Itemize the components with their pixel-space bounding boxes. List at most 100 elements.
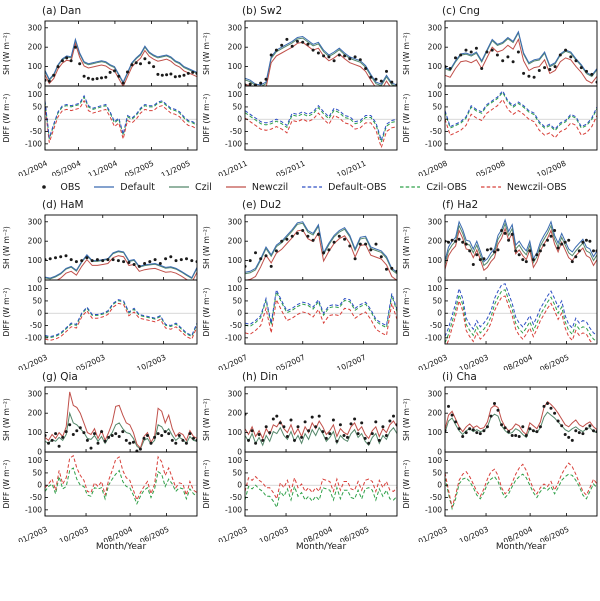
sh-axis-label: SH (W m⁻²) <box>202 32 211 75</box>
svg-text:100: 100 <box>428 256 443 265</box>
svg-text:10/2008: 10/2008 <box>535 159 567 176</box>
legend-item-czil: Czil <box>168 182 212 193</box>
svg-text:0: 0 <box>37 448 42 457</box>
panel-b: (b) Sw2 0 100 200 300 -100 -50 0 50 100 01/2011 05/… <box>200 4 400 176</box>
svg-text:-100: -100 <box>425 505 442 514</box>
sh-axis-label: SH (W m⁻²) <box>2 398 11 441</box>
svg-text:100: 100 <box>28 284 43 293</box>
svg-text:-50: -50 <box>430 321 442 330</box>
panel-c: (c) Cng 0 100 200 300 -100 -50 0 50 100 01/2008 05/… <box>400 4 600 176</box>
svg-text:06/2005: 06/2005 <box>138 525 170 542</box>
panel-f-title: (f) Ha2 <box>442 199 479 211</box>
svg-text:300: 300 <box>28 217 43 226</box>
panel-i: (i) Cha 0 100 200 300 -100 -50 0 50 100 01/2003 10/… <box>400 370 600 555</box>
svg-text:300: 300 <box>228 217 243 226</box>
panel-g-title: (g) Qia <box>42 371 78 383</box>
svg-text:01/2003: 01/2003 <box>17 525 49 542</box>
svg-text:50: 50 <box>32 102 42 111</box>
svg-text:-50: -50 <box>430 127 442 136</box>
sh-axis-label: SH (W m⁻²) <box>2 32 11 75</box>
svg-text:01/2007: 01/2007 <box>217 353 249 370</box>
diff-axis-label: DIFF (W m⁻²) <box>402 459 411 508</box>
panel-d: (d) HaM 0 100 200 300 -100 -50 0 50 100 01/2003 05/… <box>0 198 200 370</box>
svg-text:200: 200 <box>28 237 43 246</box>
svg-text:0: 0 <box>237 309 242 318</box>
panel-a-title: (a) Dan <box>42 5 82 17</box>
diff-axis-label: DIFF (W m⁻²) <box>2 287 11 336</box>
svg-text:05/2004: 05/2004 <box>50 159 82 176</box>
svg-text:0: 0 <box>437 448 442 457</box>
svg-text:50: 50 <box>32 296 42 305</box>
svg-text:0: 0 <box>437 82 442 91</box>
svg-text:01/2003: 01/2003 <box>17 353 49 370</box>
svg-text:200: 200 <box>28 43 43 52</box>
svg-text:01/2011: 01/2011 <box>217 159 249 176</box>
panel-g: (g) Qia 0 100 200 300 -100 -50 0 50 100 01/2003 10/… <box>0 370 200 555</box>
svg-text:300: 300 <box>428 389 443 398</box>
svg-text:0: 0 <box>37 115 42 124</box>
svg-text:-100: -100 <box>225 333 242 342</box>
legend-label: Czil <box>194 181 212 193</box>
svg-text:-50: -50 <box>230 127 242 136</box>
sh-axis-label: SH (W m⁻²) <box>202 226 211 269</box>
legend-item-czil-obs: Czil-OBS <box>399 182 467 193</box>
dashed-line-icon <box>480 186 501 188</box>
svg-text:01/2003: 01/2003 <box>417 353 449 370</box>
legend-item-newczil: Newczil <box>225 182 288 193</box>
svg-text:300: 300 <box>28 389 43 398</box>
legend-item-default: Default <box>93 182 155 193</box>
svg-text:100: 100 <box>228 284 243 293</box>
diff-axis-label: DIFF (W m⁻²) <box>2 93 11 142</box>
solid-line-icon <box>225 186 246 188</box>
svg-text:06/2005: 06/2005 <box>338 525 370 542</box>
legend: OBS Default Czil Newczil Default-OBS Czil-OBS… <box>0 176 600 198</box>
svg-text:10/2003: 10/2003 <box>458 353 490 370</box>
svg-text:100: 100 <box>228 428 243 437</box>
svg-text:-100: -100 <box>25 333 42 342</box>
svg-text:50: 50 <box>432 296 442 305</box>
svg-text:10/2003: 10/2003 <box>58 525 90 542</box>
svg-text:100: 100 <box>428 284 443 293</box>
svg-text:0: 0 <box>37 82 42 91</box>
svg-text:100: 100 <box>28 90 43 99</box>
svg-text:08/2004: 08/2004 <box>502 353 534 370</box>
svg-text:100: 100 <box>28 62 43 71</box>
svg-text:200: 200 <box>228 409 243 418</box>
x-axis-label: Month/Year <box>95 542 147 552</box>
svg-text:05/2007: 05/2007 <box>275 353 307 370</box>
svg-text:200: 200 <box>228 237 243 246</box>
svg-text:11/2004: 11/2004 <box>87 159 119 176</box>
svg-text:300: 300 <box>428 23 443 32</box>
legend-item-newczil-obs: Newczil-OBS <box>480 182 567 193</box>
svg-text:300: 300 <box>428 217 443 226</box>
svg-text:10/2003: 10/2003 <box>458 525 490 542</box>
svg-text:08/2004: 08/2004 <box>502 525 534 542</box>
svg-text:-50: -50 <box>230 493 242 502</box>
diff-axis-label: DIFF (W m⁻²) <box>202 93 211 142</box>
svg-text:100: 100 <box>228 62 243 71</box>
svg-text:11/2005: 11/2005 <box>160 159 192 176</box>
panel-b-title: (b) Sw2 <box>242 5 283 17</box>
sh-axis-label: SH (W m⁻²) <box>2 226 11 269</box>
svg-text:200: 200 <box>228 43 243 52</box>
panel-c-title: (c) Cng <box>442 5 480 17</box>
svg-text:-100: -100 <box>425 333 442 342</box>
panel-i-title: (i) Cha <box>442 371 477 383</box>
diff-axis-label: DIFF (W m⁻²) <box>402 93 411 142</box>
x-axis-label: Month/Year <box>495 542 547 552</box>
solid-line-icon <box>94 186 115 188</box>
dashed-line-icon <box>400 186 421 188</box>
svg-text:-100: -100 <box>25 505 42 514</box>
svg-text:300: 300 <box>228 389 243 398</box>
svg-text:05/2003: 05/2003 <box>75 353 107 370</box>
svg-text:100: 100 <box>228 456 243 465</box>
svg-text:01/2003: 01/2003 <box>217 525 249 542</box>
sh-axis-label: SH (W m⁻²) <box>402 32 411 75</box>
svg-text:0: 0 <box>37 276 42 285</box>
diff-axis-label: DIFF (W m⁻²) <box>402 287 411 336</box>
legend-label: Newczil-OBS <box>506 181 567 193</box>
